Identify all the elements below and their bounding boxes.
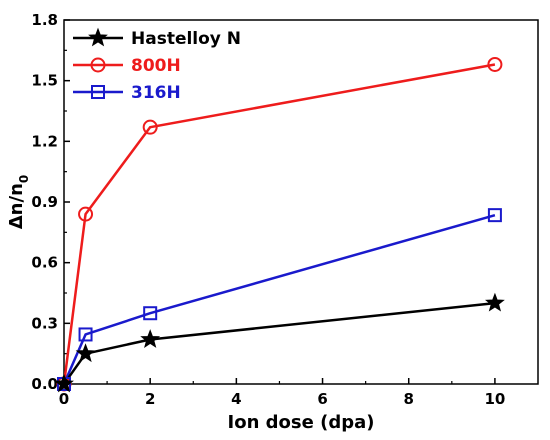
data-point-316h-3 (487, 208, 502, 223)
legend-item-800h: 800H (73, 56, 181, 76)
legend: Hastelloy N 800H 316H (73, 27, 241, 103)
y-tick-label-3: 0.9 (31, 193, 58, 211)
y-tick-label-1: 0.3 (31, 314, 58, 332)
y-tick-label-5: 1.5 (31, 72, 58, 90)
data-point-hastelloy-n-3 (485, 292, 505, 312)
series-800h (62, 63, 496, 385)
series-line-800h (62, 63, 496, 385)
x-tick-label-0: 0 (59, 390, 69, 408)
series-markers-800h (56, 56, 503, 392)
x-axis-title: Ion dose (dpa) (228, 412, 375, 433)
legend-marker-316h (91, 85, 105, 99)
x-tick-label-3: 6 (317, 390, 327, 408)
data-point-316h-2 (143, 306, 158, 321)
data-point-800h-2 (142, 119, 158, 135)
legend-item-hastelloy-n: Hastelloy N (73, 27, 241, 49)
x-tick-label-4: 8 (404, 390, 414, 408)
series-line-hastelloy-n (62, 301, 496, 385)
legend-label-800h: 800H (131, 56, 181, 76)
y-axis-title-subscript: 0 (17, 175, 31, 183)
data-point-800h-3 (487, 56, 503, 72)
series-markers-hastelloy-n (54, 292, 505, 393)
x-tick-label-5: 10 (484, 390, 505, 408)
y-tick-label-2: 0.6 (31, 254, 58, 272)
data-point-hastelloy-n-2 (140, 329, 161, 348)
y-tick-label-0: 0.0 (31, 375, 58, 393)
series-layer (54, 56, 505, 393)
data-point-hastelloy-n-1 (75, 343, 96, 363)
y-axis-title-main: Δn/n (6, 183, 27, 229)
data-point-316h-1 (78, 327, 93, 342)
series-316h (62, 213, 496, 385)
legend-item-316h: 316H (73, 83, 181, 103)
svg-text:Δn/n0: Δn/n0 (6, 175, 31, 230)
y-axis: 0.0 0.3 0.6 0.9 1.2 1.5 1.8 (31, 11, 70, 393)
x-tick-label-1: 2 (145, 390, 155, 408)
series-markers-316h (57, 208, 502, 391)
y-axis-title: Δn/n0 (6, 175, 31, 230)
legend-label-316h: 316H (131, 83, 181, 103)
y-tick-label-6: 1.8 (31, 11, 58, 29)
series-line-316h (62, 213, 496, 385)
data-point-800h-1 (78, 206, 94, 222)
data-point-hastelloy-n-0 (54, 373, 74, 393)
y-tick-label-4: 1.2 (31, 132, 58, 150)
legend-label-hastelloy-n: Hastelloy N (131, 29, 241, 49)
x-tick-label-2: 4 (231, 390, 241, 408)
x-axis: 0 2 4 6 8 10 (59, 378, 505, 408)
legend-marker-800h (90, 57, 106, 73)
series-hastelloy-n (62, 301, 496, 385)
legend-marker-hastelloy-n (88, 27, 108, 47)
